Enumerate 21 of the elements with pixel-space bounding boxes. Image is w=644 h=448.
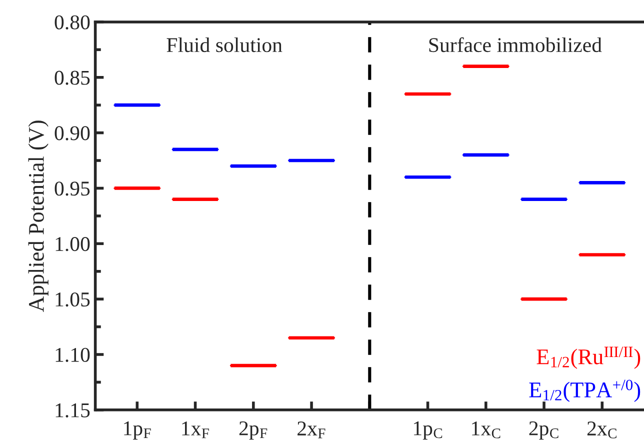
y-tick-label: 1.00: [56, 237, 90, 252]
y-tick-label: 0.85: [54, 70, 90, 85]
x-tick-label: 2p$_{F}$: [239, 421, 268, 440]
x-tick-label: 1p$_{F}$: [124, 421, 151, 440]
x-tick-label: 2x$_{C}$: [587, 422, 616, 438]
x-tick-label: 1x$_{C}$: [472, 422, 500, 438]
text: E$_{1/2}$(TPA$^{+/0}$): [529, 380, 640, 402]
annotation: Fluid solution: [166, 37, 282, 52]
y-tick-label: 0.95: [54, 182, 90, 196]
y-tick-label: 0.80: [54, 15, 90, 30]
x-tick-label: 1p$_{C}$: [414, 421, 442, 440]
annotation: Surface immobilized: [429, 37, 602, 52]
y-tick-label: 0.90: [54, 126, 90, 140]
x-tick-label: 1x$_{F}$: [182, 422, 209, 438]
y-tick-label: 1.15: [56, 403, 90, 418]
y-axis-title: Applied Potential (V): [28, 120, 48, 312]
y-tick-label: 1.10: [56, 348, 90, 362]
y-tick-label: 1.05: [56, 292, 90, 307]
text: E$_{1/2}$(Ru$^{III/II}$): [536, 346, 640, 369]
x-tick-label: 2p$_{C}$: [529, 421, 558, 440]
x-tick-label: 2x$_{F}$: [298, 422, 326, 438]
